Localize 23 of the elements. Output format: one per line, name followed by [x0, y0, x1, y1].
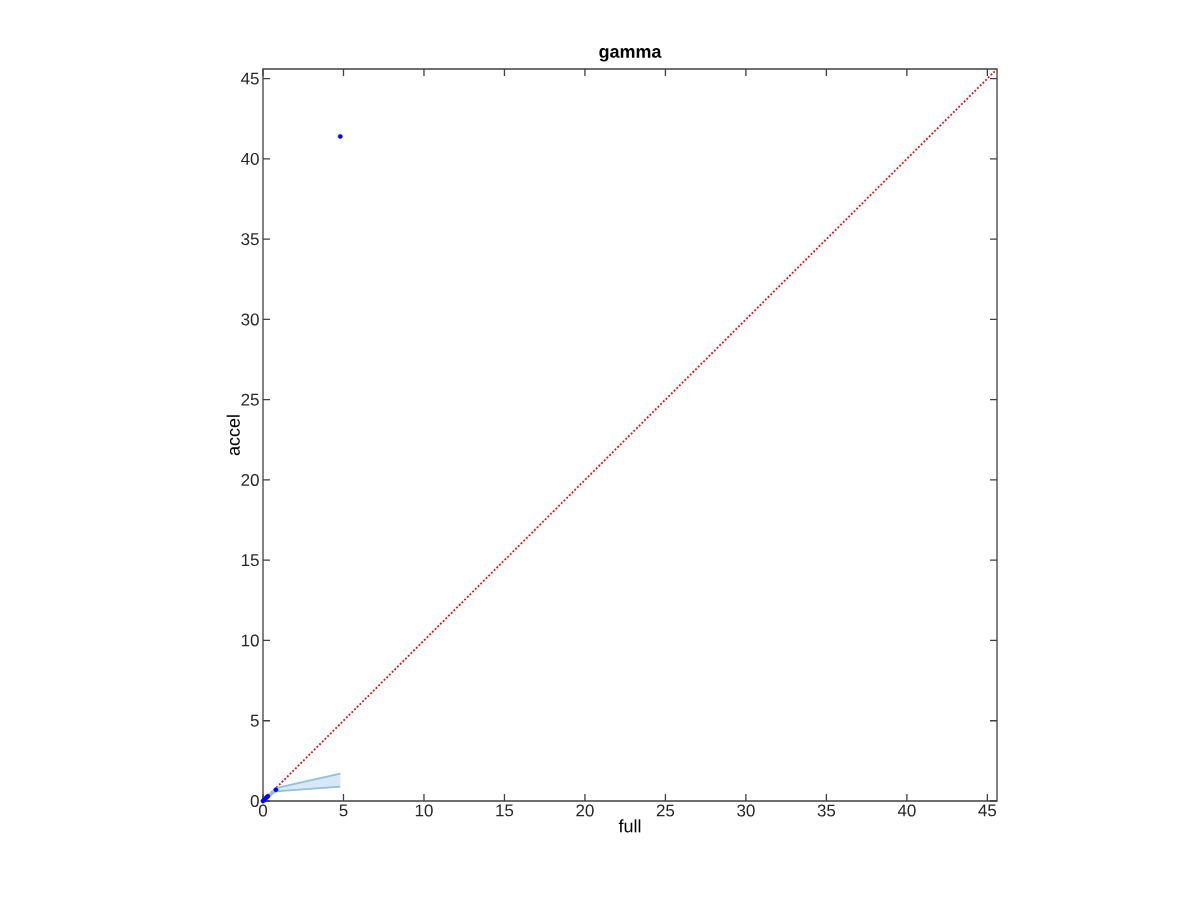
y-tick-label: 0	[250, 795, 259, 807]
y-tick-label: 45	[241, 72, 259, 85]
x-tick-label: 5	[339, 804, 348, 817]
y-axis-title: accel	[226, 415, 240, 456]
x-tick-label: 35	[817, 804, 836, 817]
y-tick-label: 30	[241, 313, 259, 326]
chart-title: gamma	[599, 48, 662, 62]
y-tick-label: 40	[241, 152, 259, 165]
y-tick-label: 25	[241, 393, 259, 406]
y-tick-label: 5	[250, 714, 259, 727]
x-tick-label: 40	[897, 804, 916, 817]
x-axis-title: full	[618, 819, 641, 833]
y-tick-label: 15	[241, 554, 259, 567]
x-tick-label: 20	[576, 804, 594, 817]
x-tick-label: 30	[737, 804, 755, 817]
x-tick-label: 45	[978, 804, 997, 817]
y-tick-label: 10	[241, 634, 259, 647]
y-tick-label: 35	[241, 233, 259, 246]
x-tick-label: 0	[258, 804, 268, 817]
x-tick-label: 10	[415, 804, 433, 817]
x-tick-label: 25	[656, 804, 675, 817]
y-tick-label: 20	[241, 473, 259, 486]
x-tick-label: 15	[496, 804, 514, 817]
